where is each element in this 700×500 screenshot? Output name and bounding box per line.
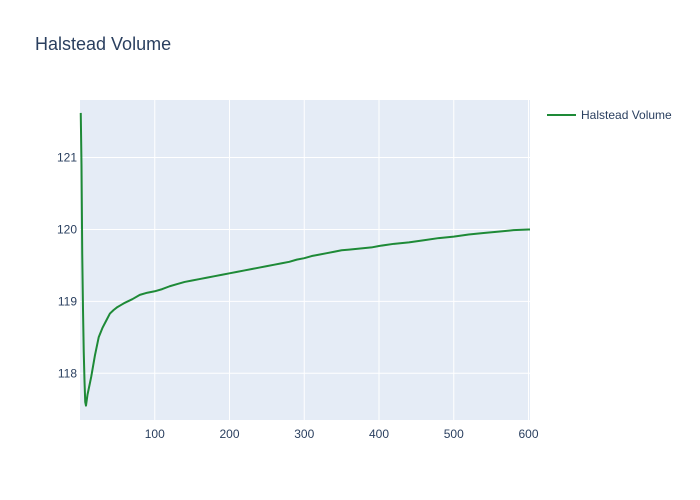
data-point[interactable]: [167, 284, 172, 289]
data-point[interactable]: [100, 325, 105, 330]
y-tick-label: 120: [57, 222, 77, 236]
grid-lines: [80, 100, 530, 420]
y-tick-label: 119: [58, 294, 77, 308]
y-axis-ticks: 118 119 120 121: [57, 151, 77, 381]
data-point[interactable]: [481, 231, 486, 236]
data-point[interactable]: [130, 297, 135, 302]
data-point[interactable]: [137, 292, 142, 297]
data-point[interactable]: [324, 251, 329, 256]
data-point[interactable]: [354, 246, 359, 251]
series-layer: [78, 110, 533, 408]
data-point[interactable]: [272, 262, 277, 267]
data-point[interactable]: [362, 246, 367, 251]
data-point[interactable]: [96, 335, 101, 340]
data-point[interactable]: [257, 265, 262, 270]
data-point[interactable]: [511, 228, 516, 233]
legend-label: Halstead Volume: [581, 108, 672, 122]
x-tick-label: 100: [145, 427, 165, 441]
data-point[interactable]: [332, 249, 337, 254]
x-tick-label: 400: [369, 427, 389, 441]
data-point[interactable]: [220, 272, 225, 277]
data-point[interactable]: [227, 271, 232, 276]
data-point[interactable]: [145, 290, 150, 295]
data-point[interactable]: [197, 277, 202, 282]
data-point[interactable]: [528, 227, 533, 232]
data-point[interactable]: [287, 259, 292, 264]
y-tick-label: 121: [57, 151, 77, 165]
data-point[interactable]: [107, 311, 112, 316]
data-point[interactable]: [80, 252, 85, 257]
data-point[interactable]: [279, 261, 284, 266]
chart-title: Halstead Volume: [35, 34, 171, 54]
data-point[interactable]: [104, 318, 109, 323]
data-point[interactable]: [339, 248, 344, 253]
data-point[interactable]: [78, 110, 83, 115]
x-tick-label: 300: [294, 427, 314, 441]
data-point[interactable]: [249, 266, 254, 271]
data-point[interactable]: [79, 162, 84, 167]
data-point[interactable]: [160, 287, 165, 292]
data-point[interactable]: [347, 247, 352, 252]
y-tick-label: 118: [58, 366, 77, 380]
data-point[interactable]: [234, 269, 239, 274]
data-point[interactable]: [83, 403, 88, 408]
x-tick-label: 600: [518, 427, 538, 441]
series-line-0[interactable]: [79, 112, 530, 407]
data-point[interactable]: [242, 268, 247, 273]
data-point[interactable]: [122, 300, 127, 305]
data-point[interactable]: [451, 234, 456, 239]
data-point[interactable]: [264, 264, 269, 269]
data-point[interactable]: [81, 349, 86, 354]
x-tick-label: 500: [444, 427, 464, 441]
data-point[interactable]: [92, 353, 97, 358]
data-point[interactable]: [205, 275, 210, 280]
data-point[interactable]: [152, 289, 157, 294]
data-point[interactable]: [89, 374, 94, 379]
data-point[interactable]: [406, 240, 411, 245]
data-point[interactable]: [294, 257, 299, 262]
data-point[interactable]: [496, 229, 501, 234]
data-point[interactable]: [85, 392, 90, 397]
data-point[interactable]: [391, 241, 396, 246]
data-point[interactable]: [309, 254, 314, 259]
data-point[interactable]: [421, 238, 426, 243]
legend[interactable]: Halstead Volume: [547, 108, 672, 122]
data-point[interactable]: [182, 279, 187, 284]
x-axis-ticks: 100 200 300 400 500 600: [145, 427, 539, 441]
data-point[interactable]: [377, 243, 382, 248]
x-tick-label: 200: [219, 427, 239, 441]
data-point[interactable]: [82, 378, 87, 383]
data-point[interactable]: [302, 256, 307, 261]
data-point[interactable]: [369, 245, 374, 250]
data-point[interactable]: [175, 282, 180, 287]
data-point[interactable]: [86, 385, 91, 390]
data-point[interactable]: [190, 278, 195, 283]
data-point[interactable]: [212, 274, 217, 279]
data-point[interactable]: [466, 232, 471, 237]
data-point[interactable]: [317, 252, 322, 257]
data-point[interactable]: [80, 306, 85, 311]
data-point[interactable]: [436, 236, 441, 241]
